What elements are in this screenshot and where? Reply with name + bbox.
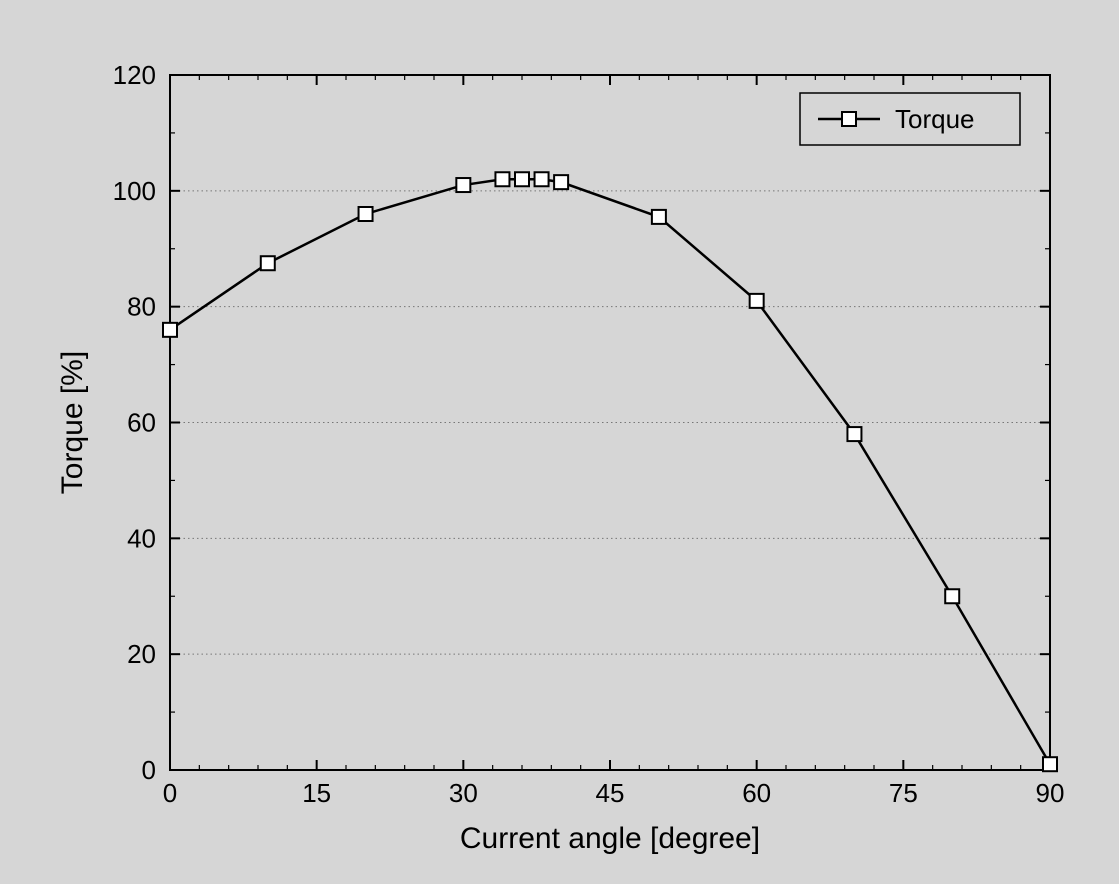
data-marker	[515, 172, 529, 186]
legend: Torque	[800, 93, 1020, 145]
y-tick-label: 60	[127, 408, 156, 438]
y-tick-label: 40	[127, 523, 156, 553]
y-tick-label: 80	[127, 292, 156, 322]
data-marker	[945, 589, 959, 603]
data-marker	[750, 294, 764, 308]
x-tick-label: 60	[742, 778, 771, 808]
chart-svg: 0 15 30 45 60 75 90 0 20 40 60 80 100 120 Current angl…	[0, 0, 1119, 884]
x-axis-label: Current angle [degree]	[460, 822, 760, 855]
x-tick-label: 45	[596, 778, 625, 808]
data-marker	[163, 323, 177, 337]
data-marker	[359, 207, 373, 221]
data-marker	[652, 210, 666, 224]
x-tick-label: 30	[449, 778, 478, 808]
x-tick-label: 0	[163, 778, 177, 808]
y-tick-label: 120	[113, 60, 156, 90]
x-tick-label: 90	[1036, 778, 1065, 808]
y-axis-label: Torque [%]	[56, 351, 89, 494]
data-marker	[554, 175, 568, 189]
data-marker	[495, 172, 509, 186]
y-tick-label: 0	[142, 755, 156, 785]
torque-vs-angle-chart: 0 15 30 45 60 75 90 0 20 40 60 80 100 120 Current angl…	[0, 0, 1119, 884]
y-tick-label: 20	[127, 639, 156, 669]
y-tick-label: 100	[113, 176, 156, 206]
data-marker	[261, 256, 275, 270]
data-marker	[847, 427, 861, 441]
x-tick-label: 75	[889, 778, 918, 808]
data-marker	[456, 178, 470, 192]
data-marker	[1043, 757, 1057, 771]
data-marker	[535, 172, 549, 186]
x-tick-label: 15	[302, 778, 331, 808]
legend-label: Torque	[895, 104, 975, 134]
